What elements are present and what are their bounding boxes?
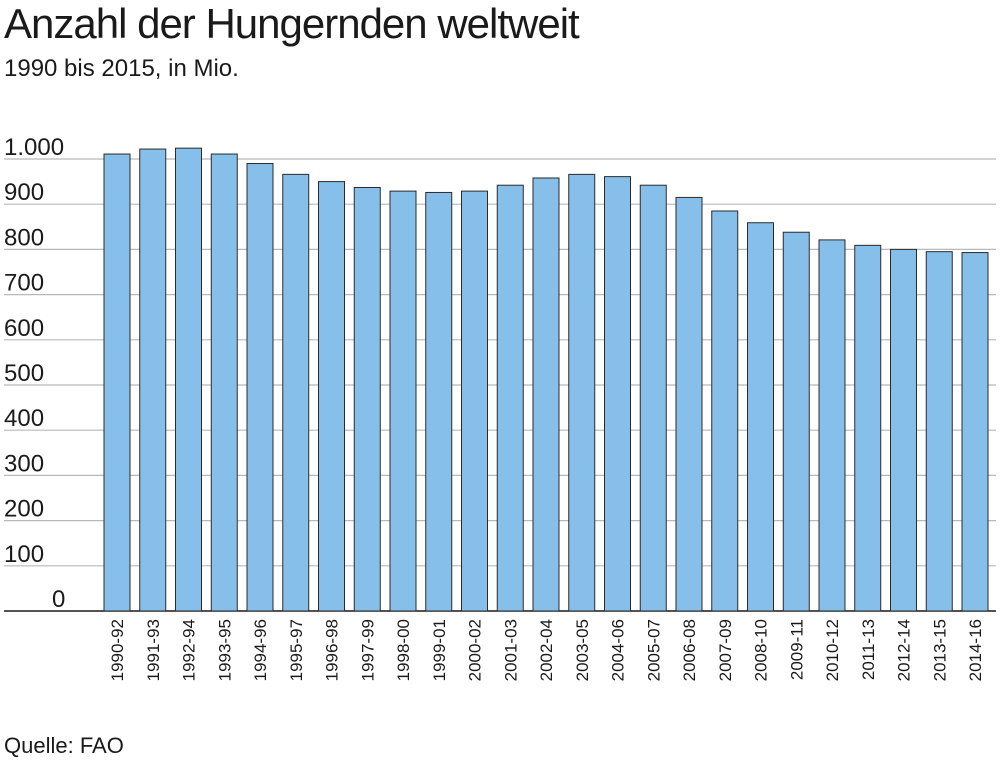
x-tick-label: 1992-94: [180, 619, 199, 681]
y-tick-label: 900: [4, 179, 44, 206]
bar-2008-10: [747, 222, 774, 612]
x-tick-label: 2011-13: [859, 619, 878, 680]
x-tick-label: 2003-05: [573, 619, 592, 681]
y-tick-label: 800: [4, 224, 44, 251]
bar-2013-15: [925, 251, 953, 612]
bar-1992-94: [175, 147, 202, 612]
y-tick-labels: 0 100 200 300 400 500 600 700 800 900 1.000: [4, 134, 65, 613]
x-tick-label: 1994-96: [251, 619, 270, 681]
y-tick-label: 700: [4, 270, 44, 297]
x-tick-label: 1999-01: [430, 619, 449, 681]
y-tick-label: 400: [4, 405, 44, 432]
x-tick-label: 1998-00: [394, 619, 413, 681]
x-tick-label: 2013-15: [930, 619, 949, 681]
x-tick-label: 2007-09: [716, 619, 735, 681]
bar-2010-12: [818, 239, 846, 612]
x-tick-label: 2010-12: [823, 619, 842, 681]
y-tick-label: 100: [4, 541, 44, 568]
chart-title: Anzahl der Hungernden weltweit: [4, 0, 580, 47]
y-tick-label: 300: [4, 450, 44, 477]
bar-1999-01: [425, 191, 453, 612]
bars: [103, 147, 989, 612]
bar-2002-04: [532, 177, 560, 612]
x-tick-label: 1995-97: [287, 619, 306, 681]
x-tick-label: 2012-14: [895, 619, 914, 681]
bar-2003-05: [568, 173, 596, 612]
bar-2004-06: [604, 176, 631, 612]
bar-1997-99: [353, 186, 381, 612]
x-tick-label: 2014-16: [966, 619, 985, 681]
bar-2007-09: [711, 210, 739, 612]
bar-2006-08: [675, 196, 703, 612]
bar-2014-16: [961, 252, 989, 612]
bar-2005-07: [639, 184, 667, 612]
y-tick-label: 200: [4, 496, 44, 523]
x-tick-label: 1996-98: [323, 619, 342, 681]
bar-1996-98: [318, 181, 345, 612]
x-tick-label: 1991-93: [144, 619, 163, 681]
x-tick-label: 2000-02: [466, 619, 485, 681]
x-tick-labels: 1990-92 1991-93 1992-94 1993-95 1994-96 1995-…: [108, 619, 985, 681]
bar-2000-02: [461, 190, 488, 612]
x-tick-label: 2009-11: [787, 619, 806, 680]
y-tick-label: 600: [4, 315, 44, 342]
y-tick-label: 500: [4, 360, 44, 387]
bar-1991-93: [139, 148, 167, 612]
x-tick-label: 1990-92: [108, 619, 127, 681]
x-tick-label: 2005-07: [644, 619, 663, 681]
bar-2009-11: [782, 231, 810, 612]
bar-1998-00: [389, 190, 417, 612]
bar-2012-14: [890, 248, 917, 612]
bar-2001-03: [496, 184, 524, 612]
bar-1995-97: [282, 173, 310, 612]
source-note: Quelle: FAO: [4, 733, 124, 758]
y-tick-label: 1.000: [4, 134, 64, 161]
x-tick-label: 2006-08: [680, 619, 699, 681]
x-tick-label: 2008-10: [752, 619, 771, 681]
x-tick-label: 1993-95: [215, 619, 234, 681]
chart-subtitle: 1990 bis 2015, in Mio.: [4, 55, 239, 82]
x-tick-label: 1997-99: [358, 619, 377, 681]
x-tick-label: 2004-06: [609, 619, 628, 681]
x-tick-label: 2002-04: [537, 619, 556, 681]
bar-2011-13: [854, 244, 882, 612]
x-tick-label: 2001-03: [501, 619, 520, 681]
bar-1994-96: [246, 163, 274, 612]
bar-1993-95: [210, 153, 238, 612]
y-tick-label: 0: [52, 586, 65, 613]
bar-1990-92: [103, 153, 131, 612]
